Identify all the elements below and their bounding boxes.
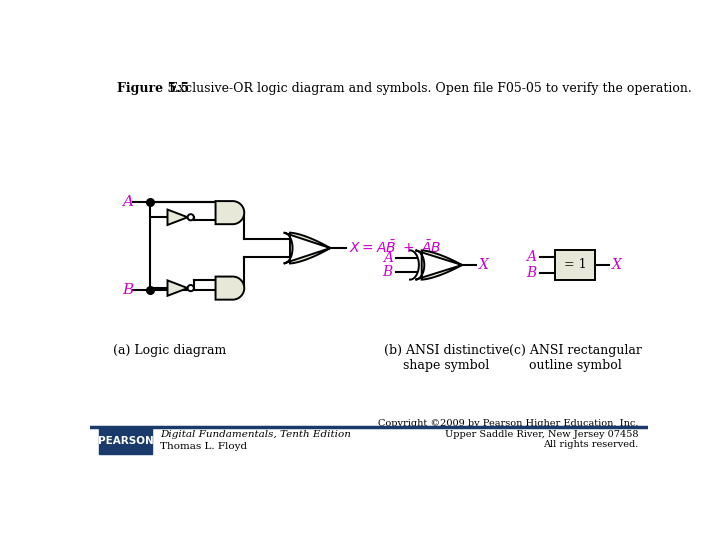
Polygon shape [555, 249, 595, 280]
Polygon shape [215, 276, 244, 300]
Text: Exclusive-OR logic diagram and symbols. Open file F05-05 to verify the operation: Exclusive-OR logic diagram and symbols. … [161, 82, 692, 94]
Text: Figure 5.5: Figure 5.5 [117, 82, 189, 94]
Text: PEARSON: PEARSON [98, 436, 153, 446]
Text: A: A [526, 251, 536, 264]
Polygon shape [168, 280, 188, 296]
Text: X: X [612, 258, 622, 272]
Text: (a) Logic diagram: (a) Logic diagram [113, 343, 227, 356]
Text: = 1: = 1 [564, 259, 587, 272]
Text: Copyright ©2009 by Pearson Higher Education, Inc.
Upper Saddle River, New Jersey: Copyright ©2009 by Pearson Higher Educat… [378, 420, 639, 449]
Polygon shape [215, 201, 244, 224]
Text: A: A [383, 251, 393, 265]
Polygon shape [168, 210, 188, 225]
Text: Digital Fundamentals, Tenth Edition: Digital Fundamentals, Tenth Edition [160, 430, 351, 439]
Polygon shape [99, 428, 152, 454]
Text: A: A [122, 195, 133, 209]
Polygon shape [415, 251, 462, 280]
Text: B: B [526, 266, 536, 280]
Text: B: B [383, 265, 393, 279]
Text: Thomas L. Floyd: Thomas L. Floyd [160, 442, 247, 451]
Circle shape [188, 285, 194, 291]
Circle shape [188, 214, 194, 220]
Text: (c) ANSI rectangular
outline symbol: (c) ANSI rectangular outline symbol [509, 343, 642, 372]
Polygon shape [284, 233, 330, 264]
Text: $X = A\bar{B}\ +\ \bar{A}B$: $X = A\bar{B}\ +\ \bar{A}B$ [349, 240, 441, 256]
Text: (b) ANSI distinctive
shape symbol: (b) ANSI distinctive shape symbol [384, 343, 509, 372]
Text: B: B [122, 282, 133, 296]
Text: X: X [479, 258, 489, 272]
